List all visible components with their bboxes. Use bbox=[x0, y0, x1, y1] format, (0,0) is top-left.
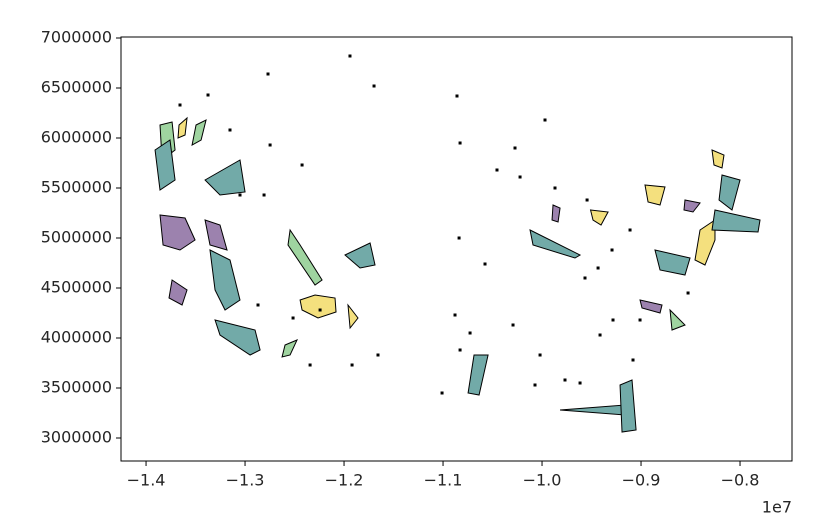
y-tick-label: 6000000 bbox=[41, 128, 112, 147]
region bbox=[344, 242, 376, 269]
small-region bbox=[458, 141, 462, 145]
small-region bbox=[238, 193, 242, 197]
small-region bbox=[458, 348, 462, 352]
region bbox=[177, 116, 188, 139]
y-tick-label: 4500000 bbox=[41, 278, 112, 297]
small-region bbox=[495, 168, 499, 172]
region bbox=[191, 119, 207, 146]
small-region bbox=[533, 383, 537, 387]
region bbox=[209, 249, 241, 311]
small-region bbox=[596, 266, 600, 270]
small-region bbox=[291, 316, 295, 320]
small-region bbox=[348, 54, 352, 58]
y-tick-label: 5000000 bbox=[41, 228, 112, 247]
small-region bbox=[206, 93, 210, 97]
region bbox=[551, 204, 561, 223]
small-region bbox=[610, 248, 614, 252]
x-tick-label: −1.4 bbox=[127, 471, 166, 490]
y-tick-label: 4000000 bbox=[41, 328, 112, 347]
region bbox=[644, 184, 666, 206]
y-tick-label: 3000000 bbox=[41, 428, 112, 447]
small-region bbox=[256, 303, 260, 307]
small-region bbox=[511, 323, 515, 327]
small-region bbox=[483, 262, 487, 266]
region bbox=[529, 229, 582, 259]
small-region bbox=[553, 186, 557, 190]
small-region bbox=[453, 313, 457, 317]
region bbox=[683, 199, 701, 213]
x-tick-label: −1.1 bbox=[424, 471, 463, 490]
region bbox=[168, 279, 188, 306]
region bbox=[159, 214, 196, 251]
region bbox=[204, 159, 246, 196]
region bbox=[287, 228, 323, 286]
small-region bbox=[638, 318, 642, 322]
small-region bbox=[457, 236, 461, 240]
small-region bbox=[372, 84, 376, 88]
region bbox=[654, 249, 691, 276]
region bbox=[467, 354, 489, 396]
region bbox=[718, 174, 741, 211]
small-region bbox=[228, 128, 232, 132]
y-tick-label: 6500000 bbox=[41, 78, 112, 97]
region bbox=[711, 149, 725, 169]
region bbox=[299, 294, 337, 319]
region bbox=[639, 299, 663, 314]
region bbox=[154, 139, 176, 191]
small-region bbox=[598, 333, 602, 337]
small-region bbox=[583, 276, 587, 280]
x-tick-label: −0.9 bbox=[622, 471, 661, 490]
y-tick-label: 5500000 bbox=[41, 178, 112, 197]
y-tick-label: 3500000 bbox=[41, 378, 112, 397]
x-tick-label: −1.2 bbox=[325, 471, 364, 490]
small-region bbox=[318, 308, 322, 312]
small-region bbox=[585, 198, 589, 202]
small-region bbox=[538, 353, 542, 357]
y-tick-label: 7000000 bbox=[41, 28, 112, 47]
small-region bbox=[518, 175, 522, 179]
region bbox=[669, 308, 686, 331]
small-region bbox=[628, 228, 632, 232]
x-tick-label: −1.0 bbox=[523, 471, 562, 490]
small-region bbox=[543, 118, 547, 122]
region bbox=[347, 303, 359, 330]
region bbox=[560, 404, 626, 416]
small-region bbox=[686, 291, 690, 295]
small-region bbox=[611, 318, 615, 322]
small-region bbox=[376, 353, 380, 357]
small-region bbox=[266, 72, 270, 76]
small-region bbox=[631, 358, 635, 362]
region bbox=[589, 209, 609, 226]
small-region bbox=[178, 103, 182, 107]
region bbox=[214, 319, 261, 356]
small-region bbox=[350, 363, 354, 367]
x-tick-label: −1.3 bbox=[226, 471, 265, 490]
small-region bbox=[563, 378, 567, 382]
small-region bbox=[268, 143, 272, 147]
small-region bbox=[308, 363, 312, 367]
small-region bbox=[455, 94, 459, 98]
x-tick-label: −0.8 bbox=[721, 471, 760, 490]
small-region bbox=[262, 193, 266, 197]
small-region bbox=[578, 381, 582, 385]
region bbox=[204, 219, 228, 251]
small-region bbox=[513, 146, 517, 150]
small-region bbox=[440, 391, 444, 395]
region bbox=[711, 209, 761, 233]
region bbox=[281, 339, 299, 358]
x-offset-label: 1e7 bbox=[762, 498, 792, 517]
small-region bbox=[300, 163, 304, 167]
region bbox=[694, 219, 716, 266]
plot-frame bbox=[120, 36, 793, 462]
small-region bbox=[468, 331, 472, 335]
region bbox=[619, 379, 637, 433]
